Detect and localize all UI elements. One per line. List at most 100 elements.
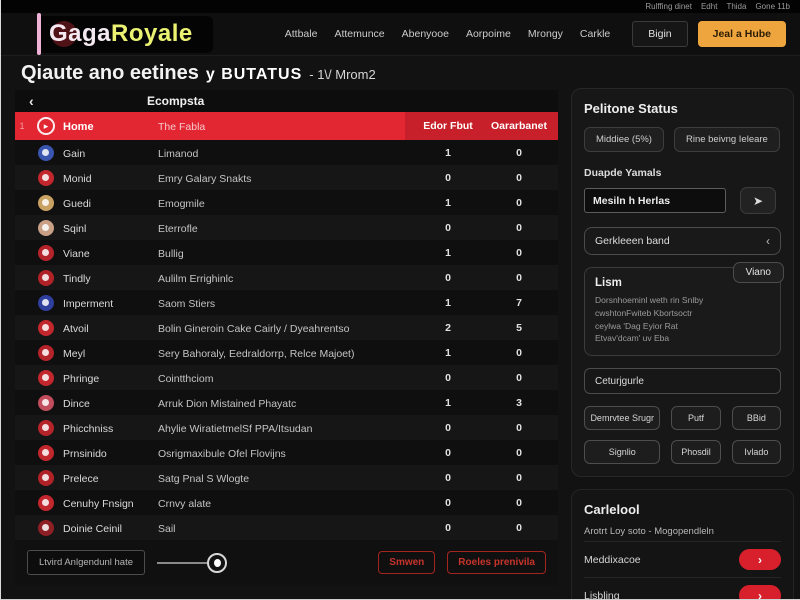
row-desc-cell: Arruk Dion Mistained Phayatc bbox=[158, 394, 416, 412]
status-action-button[interactable]: Ivlado bbox=[731, 440, 781, 464]
row-value-2: 0 bbox=[516, 196, 522, 209]
row-name: Prnsinido bbox=[63, 447, 107, 460]
row-desc-cell: Aulilm Errighinlc bbox=[158, 269, 416, 287]
nav-link[interactable]: Attemunce bbox=[334, 28, 385, 40]
arrow-right-icon[interactable]: › bbox=[739, 585, 781, 599]
table-rows: Gain Limanod 1 0 Monid Emry Galary Snakts 0 0 Gu… bbox=[15, 140, 558, 540]
table-row[interactable]: Doinie Ceinil Sail 0 0 bbox=[15, 515, 558, 540]
event-icon bbox=[38, 244, 54, 261]
row-value-1: 1 bbox=[445, 246, 451, 259]
page-title-main: Qiaute ano eetines bbox=[21, 62, 199, 84]
row-name-cell: Monid bbox=[63, 169, 158, 187]
table-row[interactable]: Prnsinido Osrigmaxibule Ofel Flovijns 0 0 bbox=[15, 440, 558, 465]
status-card-button[interactable]: Viano bbox=[732, 262, 784, 283]
secondary-button[interactable]: Roeles prenivila bbox=[447, 551, 546, 574]
signin-button[interactable]: Bigin bbox=[632, 21, 688, 47]
status-field2[interactable]: Ceturjgurle bbox=[584, 368, 781, 394]
status-action-button[interactable]: Putf bbox=[671, 406, 721, 430]
back-chevron-icon[interactable]: ‹ bbox=[29, 93, 34, 109]
status-action-button[interactable]: Signlio bbox=[584, 440, 661, 464]
row-desc-cell: Osrigmaxibule Ofel Flovijns bbox=[158, 444, 416, 462]
event-icon-dot bbox=[42, 173, 49, 181]
catalog-item[interactable]: Meddixacoe › bbox=[584, 541, 781, 577]
row-desc: Bolin Gineroin Cake Cairly / Dyeahrentso bbox=[158, 322, 350, 335]
topstrip-link[interactable]: Edht bbox=[700, 2, 718, 11]
row-value-1: 0 bbox=[445, 221, 451, 234]
row-value-1: 0 bbox=[445, 171, 451, 184]
row-value-2: 0 bbox=[516, 446, 522, 459]
table-row[interactable]: Dince Arruk Dion Mistained Phayatc 1 3 bbox=[15, 390, 558, 415]
row-desc-cell: Emogmile bbox=[158, 194, 416, 212]
nav-link[interactable]: Mrongy bbox=[527, 28, 563, 40]
nav-link[interactable]: Aorpoime bbox=[465, 28, 511, 40]
table-row[interactable]: Phringe Cointthciom 0 0 bbox=[15, 365, 558, 390]
table-row[interactable]: Viane Bullig 1 0 bbox=[15, 240, 558, 265]
page-title-suffix: - 1\/ Mrom2 bbox=[309, 67, 376, 82]
page-title: Qiaute ano eetines y BUTATUS - 1\/ Mrom2 bbox=[21, 62, 376, 85]
row-name-cell: Sqinl bbox=[63, 219, 158, 237]
logo[interactable]: GagaRoyale bbox=[37, 13, 213, 55]
row-value-1: 1 bbox=[445, 346, 451, 359]
status-action-buttons: Demrvtee Srugr Putf BBid Signlio Phosdil Ivla… bbox=[584, 406, 781, 464]
status-card-body: Dorsnhoeminl weth rin Snlby cwshtonFwiteb… bbox=[595, 294, 755, 345]
status-action-button[interactable]: Demrvtee Srugr bbox=[584, 406, 661, 430]
nav-link[interactable]: Attbale bbox=[284, 28, 318, 40]
table-row[interactable]: Sqinl Eterrofle 0 0 bbox=[15, 215, 558, 240]
status-input[interactable] bbox=[584, 188, 726, 213]
table-row[interactable]: Atvoil Bolin Gineroin Cake Cairly / Dyeah… bbox=[15, 315, 558, 340]
row-desc-cell: Limanod bbox=[158, 144, 416, 162]
event-icon-dot bbox=[42, 148, 49, 156]
save-button[interactable]: Smwen bbox=[378, 551, 436, 574]
row-name: Viane bbox=[63, 247, 90, 260]
row-name-cell: Viane bbox=[63, 244, 158, 262]
footer-slider[interactable] bbox=[157, 552, 228, 574]
table-row[interactable]: Tindly Aulilm Errighinlc 0 0 bbox=[15, 265, 558, 290]
event-icon-dot bbox=[42, 448, 49, 456]
catalog-item[interactable]: Lisbling › bbox=[584, 577, 781, 599]
table-row[interactable]: Cenuhy Fnsign Crnvy alate 0 0 bbox=[15, 490, 558, 515]
row-name: Monid bbox=[63, 172, 92, 185]
table-row[interactable]: Gain Limanod 1 0 bbox=[15, 140, 558, 165]
row-desc: Sail bbox=[158, 522, 176, 535]
row-name: Tindly bbox=[63, 272, 91, 285]
event-icon bbox=[38, 469, 54, 486]
table-row[interactable]: Meyl Sery Bahoraly, Eedraldorrp, Relce Ma… bbox=[15, 340, 558, 365]
page-title-status: y BUTATUS bbox=[205, 66, 303, 83]
nav-link[interactable]: Abenyooe bbox=[401, 28, 449, 40]
row-icon-cell bbox=[29, 344, 63, 361]
row-value-2: 0 bbox=[516, 421, 522, 434]
row-value-2: 0 bbox=[516, 171, 522, 184]
topstrip-link[interactable]: Thida bbox=[726, 2, 747, 11]
topstrip-link[interactable]: Gone 11b bbox=[755, 2, 790, 11]
table-row[interactable]: Prelece Satg Pnal S Wlogte 0 0 bbox=[15, 465, 558, 490]
table-row[interactable]: Guedi Emogmile 1 0 bbox=[15, 190, 558, 215]
status-select[interactable]: Gerkleeen band ‹ bbox=[584, 227, 781, 255]
table-row[interactable]: Phicchniss Ahylie WiratietmelSf PPA/Itsud… bbox=[15, 415, 558, 440]
row-value-2: 0 bbox=[516, 471, 522, 484]
row-icon-cell bbox=[29, 269, 63, 286]
cta-button[interactable]: Jeal a Hube bbox=[697, 21, 786, 47]
status-action-button[interactable]: BBid bbox=[731, 406, 781, 430]
arrow-right-icon[interactable]: › bbox=[739, 549, 781, 570]
row-icon-cell bbox=[29, 394, 63, 411]
status-action-button[interactable]: Phosdil bbox=[671, 440, 721, 464]
status-tab[interactable]: Rine beivng Ieleare bbox=[673, 127, 780, 152]
row-icon-cell bbox=[29, 369, 63, 386]
event-icon bbox=[38, 419, 54, 436]
selected-table-row[interactable]: 1 ▸ Home The Fabla Edor Fbut Oararbanet bbox=[15, 112, 558, 140]
row-desc-cell: Cointthciom bbox=[158, 369, 416, 387]
status-tabs: Middiee (5%) Rine beivng Ieleare bbox=[584, 127, 781, 152]
status-tab[interactable]: Middiee (5%) bbox=[584, 127, 664, 152]
section-column-header: Ecompsta bbox=[147, 94, 205, 108]
nav-link[interactable]: Carkle bbox=[579, 28, 611, 40]
topstrip-link[interactable]: Rulffing dinet bbox=[645, 2, 692, 11]
send-button[interactable]: ➤ bbox=[740, 187, 776, 214]
table-row[interactable]: Monid Emry Galary Snakts 0 0 bbox=[15, 165, 558, 190]
events-table-panel: ‹ Ecompsta 1 ▸ Home The Fabla Edor Fbut … bbox=[15, 90, 558, 585]
slider-knob[interactable] bbox=[207, 552, 228, 573]
row-name-cell: Prelece bbox=[63, 469, 158, 487]
table-row[interactable]: Imperment Saom Stiers 1 7 bbox=[15, 290, 558, 315]
row-value-2: 0 bbox=[516, 371, 522, 384]
footer-filter-box[interactable]: Ltvird Anlgendunl hate bbox=[27, 550, 146, 575]
right-sidebar: Pelitone Status Middiee (5%) Rine beivng … bbox=[571, 88, 794, 599]
